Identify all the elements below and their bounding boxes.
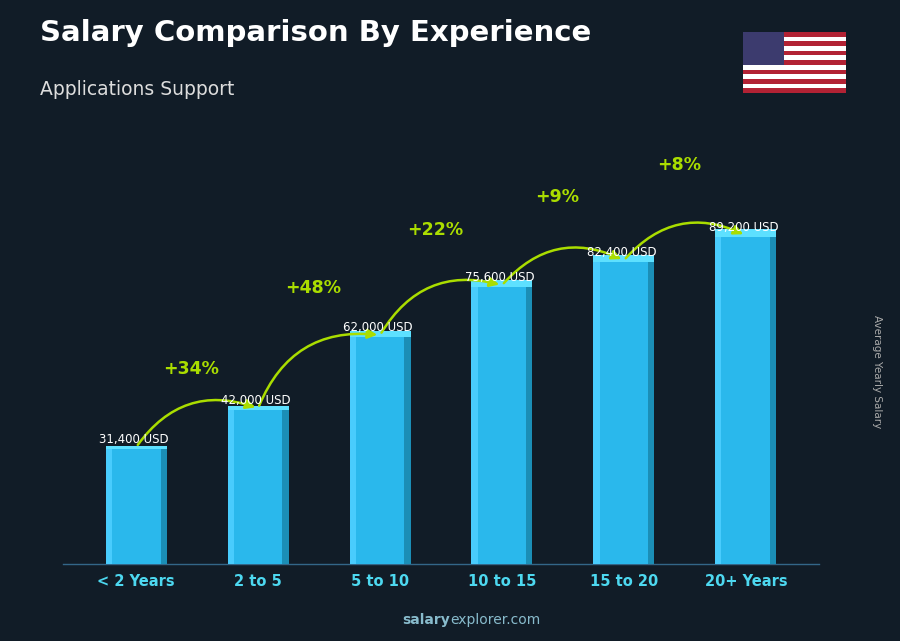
Bar bbox=[283, 410, 289, 564]
Text: Applications Support: Applications Support bbox=[40, 80, 235, 99]
Text: +34%: +34% bbox=[163, 360, 219, 378]
Bar bbox=[648, 262, 654, 564]
Text: 89,200 USD: 89,200 USD bbox=[708, 221, 778, 234]
Bar bbox=[228, 410, 289, 564]
Text: Salary Comparison By Experience: Salary Comparison By Experience bbox=[40, 19, 592, 47]
Bar bbox=[593, 262, 654, 564]
Bar bbox=[160, 449, 166, 564]
Text: 62,000 USD: 62,000 USD bbox=[343, 321, 412, 334]
Bar bbox=[593, 262, 599, 564]
Polygon shape bbox=[228, 406, 289, 410]
Text: 42,000 USD: 42,000 USD bbox=[220, 394, 291, 407]
Polygon shape bbox=[472, 280, 533, 287]
Text: +48%: +48% bbox=[285, 279, 341, 297]
Bar bbox=[105, 449, 112, 564]
Bar bbox=[105, 449, 166, 564]
Bar bbox=[742, 60, 846, 65]
Bar bbox=[472, 287, 478, 564]
Bar bbox=[742, 56, 846, 60]
Bar bbox=[742, 79, 846, 83]
Bar bbox=[742, 65, 846, 69]
Text: +22%: +22% bbox=[407, 221, 463, 239]
Text: 82,400 USD: 82,400 USD bbox=[587, 246, 656, 259]
Bar bbox=[716, 237, 777, 564]
Polygon shape bbox=[593, 254, 654, 262]
Bar bbox=[716, 237, 722, 564]
Bar bbox=[349, 337, 410, 564]
Bar bbox=[404, 337, 410, 564]
Bar bbox=[742, 74, 846, 79]
Bar bbox=[742, 42, 846, 46]
Bar bbox=[349, 337, 356, 564]
Bar bbox=[526, 287, 533, 564]
Bar bbox=[742, 32, 846, 37]
Bar bbox=[742, 88, 846, 93]
Polygon shape bbox=[716, 229, 777, 237]
Text: 75,600 USD: 75,600 USD bbox=[464, 271, 535, 284]
Bar bbox=[228, 410, 234, 564]
Polygon shape bbox=[105, 446, 166, 449]
Bar bbox=[742, 83, 846, 88]
Bar bbox=[742, 51, 846, 56]
Text: 31,400 USD: 31,400 USD bbox=[99, 433, 168, 446]
Polygon shape bbox=[349, 331, 410, 337]
Text: salary: salary bbox=[402, 613, 450, 627]
Text: explorer.com: explorer.com bbox=[450, 613, 540, 627]
Bar bbox=[472, 287, 533, 564]
Text: Average Yearly Salary: Average Yearly Salary bbox=[872, 315, 883, 428]
Bar bbox=[742, 32, 784, 65]
Bar bbox=[742, 37, 846, 42]
Text: +9%: +9% bbox=[535, 188, 579, 206]
Bar bbox=[770, 237, 777, 564]
Text: +8%: +8% bbox=[657, 156, 701, 174]
Bar bbox=[742, 46, 846, 51]
Bar bbox=[742, 69, 846, 74]
